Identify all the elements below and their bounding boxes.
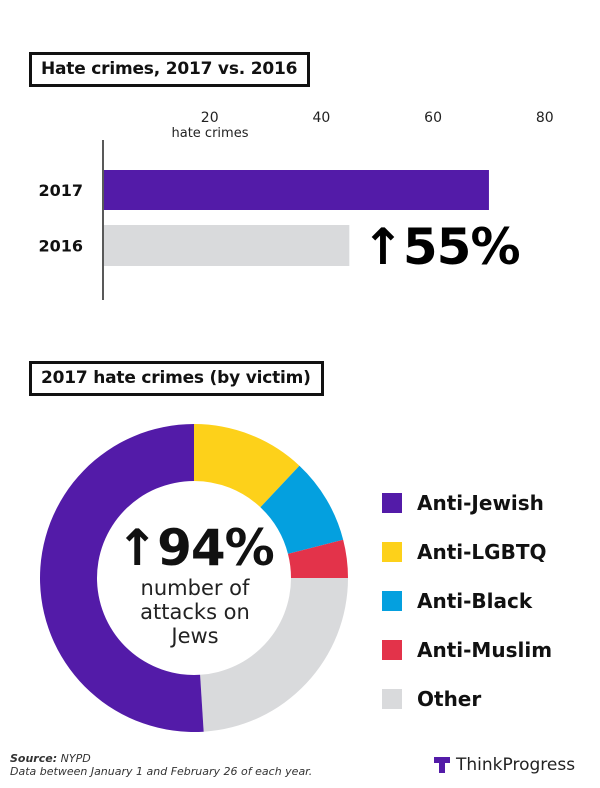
legend-swatch: [382, 688, 402, 709]
donut-center-value: ↑94%: [116, 519, 275, 577]
legend-label: Anti-Jewish: [417, 490, 544, 515]
slice-other: [200, 578, 348, 732]
slice-anti-black: [260, 465, 344, 554]
source-value: NYPD: [60, 752, 91, 765]
bar-2016: [104, 225, 350, 266]
source-label: Source:: [10, 752, 58, 765]
percent-change-annotation: ↑55%: [362, 218, 520, 276]
x-tick-label: 60: [424, 110, 442, 126]
legend-swatch: [382, 541, 402, 562]
slice-anti-muslim: [287, 539, 348, 578]
legend-item-anti-muslim: Anti-Muslim: [382, 625, 552, 674]
legend-item-anti-jewish: Anti-Jewish: [382, 478, 552, 527]
legend-label: Other: [417, 686, 482, 711]
bar-chart-title: Hate crimes, 2017 vs. 2016: [29, 52, 311, 87]
thinkprogress-logo: ThinkProgress: [434, 755, 575, 775]
slice-anti-jewish: [40, 424, 204, 732]
donut-legend: Anti-Jewish Anti-LGBTQ Anti-Black Anti-Musl…: [382, 478, 552, 723]
slice-anti-lgbtq: [194, 424, 300, 508]
legend-label: Anti-LGBTQ: [417, 539, 547, 564]
x-tick-label: 80: [536, 110, 554, 126]
legend-swatch: [382, 639, 402, 660]
legend-label: Anti-Black: [417, 588, 533, 613]
logo-t-icon: [434, 757, 450, 773]
legend-swatch: [382, 590, 402, 611]
data-note: Data between January 1 and February 26 o…: [10, 765, 313, 778]
x-tick-label: 40: [312, 110, 330, 126]
category-label-2017: 2017: [38, 181, 83, 200]
brand-name: ThinkProgress: [456, 755, 576, 775]
legend-item-anti-lgbtq: Anti-LGBTQ: [382, 527, 552, 576]
donut-chart-title: 2017 hate crimes (by victim): [29, 361, 324, 396]
legend-label: Anti-Muslim: [417, 637, 553, 662]
legend-item-anti-black: Anti-Black: [382, 576, 552, 625]
donut-center: ↑94% number of attacks on Jews: [100, 520, 290, 648]
x-tick-label: 20: [201, 110, 219, 126]
donut-center-line-3: Jews: [171, 624, 219, 648]
source-note: Source: NYPD Data between January 1 and …: [10, 752, 312, 778]
bar-2017: [104, 170, 489, 210]
donut-center-line-1: number of: [140, 576, 250, 600]
x-axis-label: hate crimes: [172, 126, 249, 141]
donut-center-line-2: attacks on: [140, 600, 250, 624]
legend-swatch: [382, 492, 402, 513]
category-label-2016: 2016: [38, 237, 83, 256]
legend-item-other: Other: [382, 674, 552, 723]
